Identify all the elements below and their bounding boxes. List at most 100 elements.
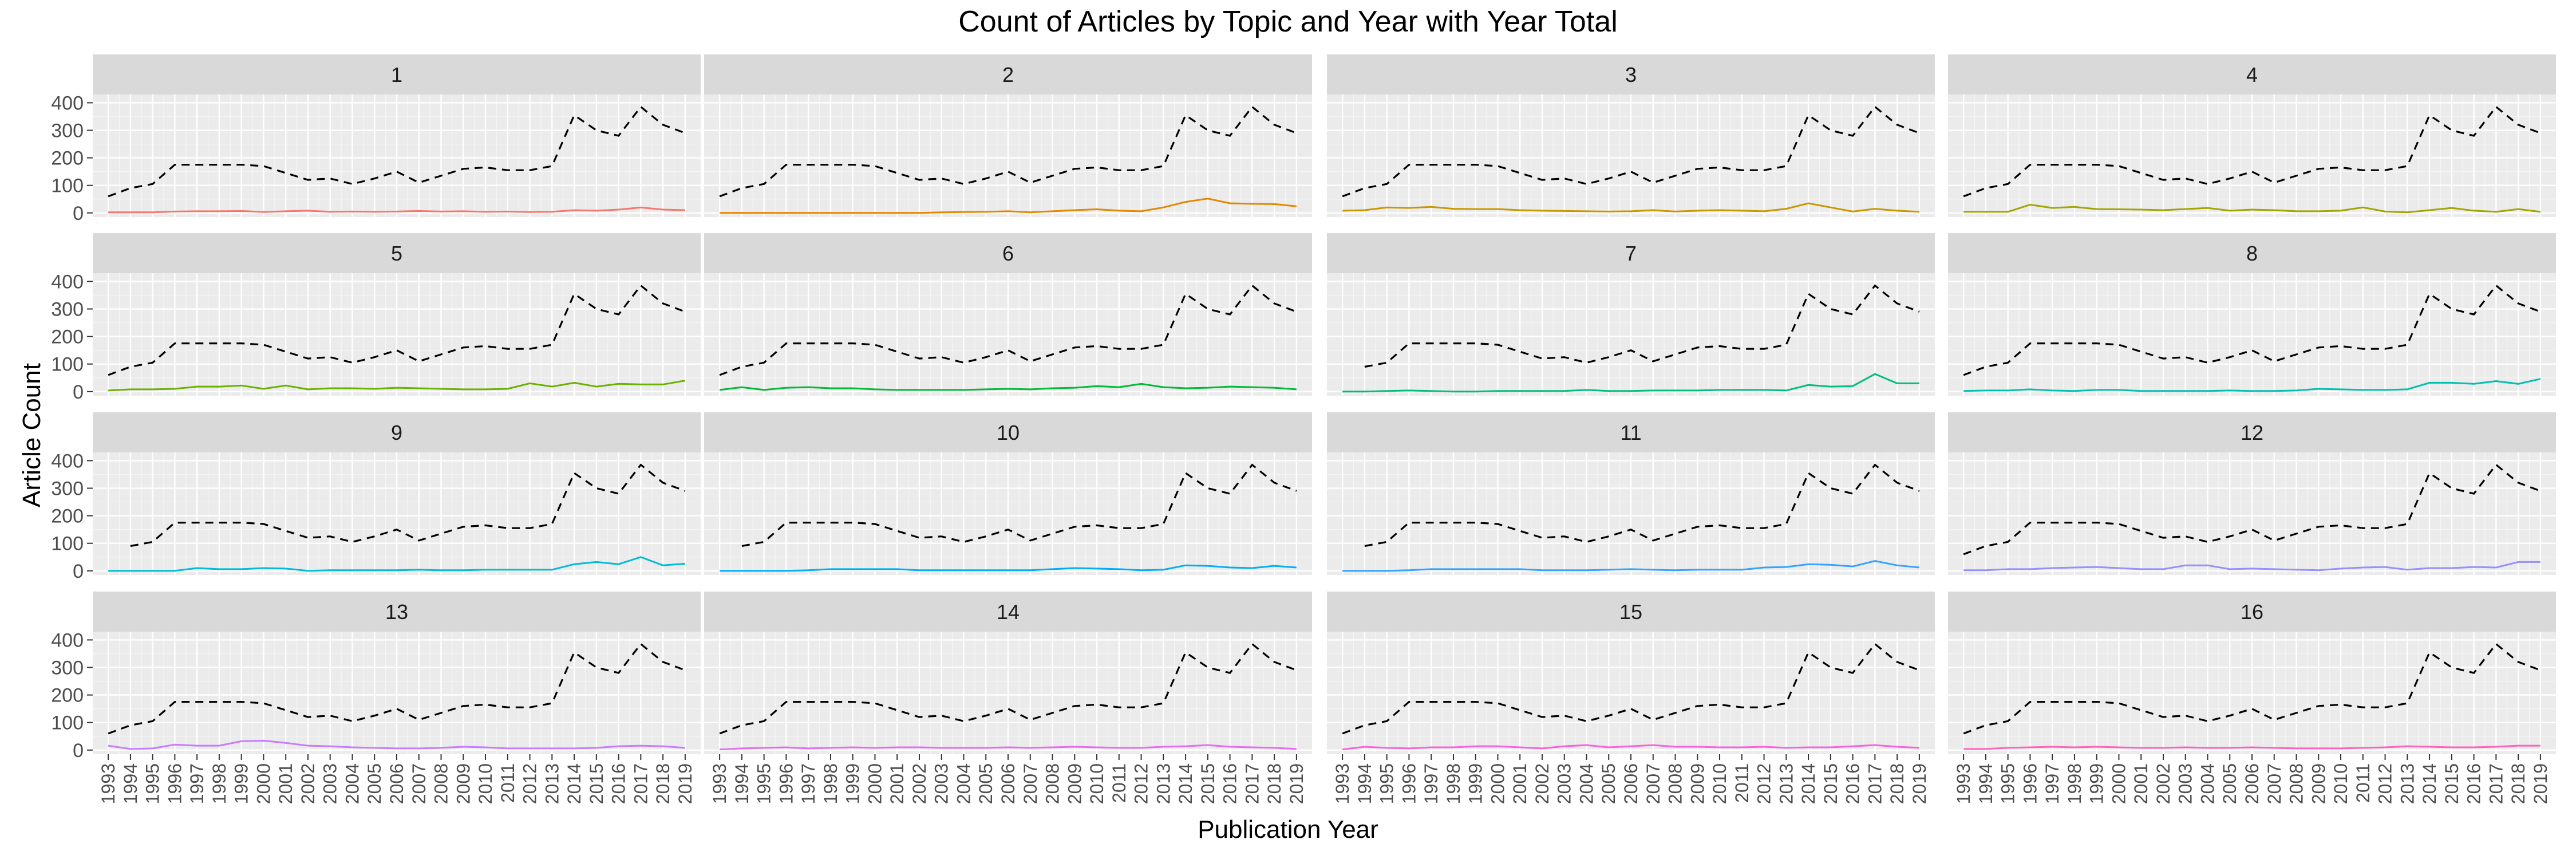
x-tick-label: 2007 <box>2264 763 2285 804</box>
y-tick-label: 300 <box>51 120 84 142</box>
facet-panel-6: 6 <box>704 233 1312 396</box>
x-tick-label: 1996 <box>2020 763 2040 804</box>
x-tick-label: 2017 <box>2486 763 2506 804</box>
y-tick-label: 100 <box>51 175 84 197</box>
x-tick-label: 2003 <box>320 763 341 804</box>
facet-strip-label: 14 <box>997 600 1020 624</box>
x-tick-label: 1999 <box>843 763 863 804</box>
x-tick-label: 2009 <box>1064 763 1085 804</box>
x-tick-label: 1997 <box>1421 763 1441 804</box>
x-tick-label: 2002 <box>1532 763 1552 804</box>
x-tick-label: 1998 <box>2064 763 2085 804</box>
topic-line-5 <box>108 380 686 392</box>
year-total-line <box>1963 643 2541 735</box>
x-tick-label: 1996 <box>776 763 796 804</box>
x-tick-label: 2006 <box>1621 763 1641 804</box>
x-tick-label: 2011 <box>497 763 518 803</box>
x-tick-label: 2000 <box>864 763 885 804</box>
facet-strip-label: 2 <box>1002 63 1014 86</box>
year-total-line <box>130 463 686 547</box>
topic-line-15 <box>1342 744 1919 751</box>
x-tick-label: 2008 <box>1665 763 1686 804</box>
facet-strip <box>1327 54 1935 94</box>
y-tick-label: 300 <box>51 299 84 321</box>
facet-strip <box>1327 412 1935 452</box>
facet-panel-9: 9 0 100 200 300 400 <box>51 412 701 582</box>
x-tick-label: 2002 <box>298 763 318 804</box>
x-tick-label: 1998 <box>820 763 841 804</box>
x-tick-label: 2011 <box>2353 763 2373 803</box>
chart-title: Count of Articles by Topic and Year with… <box>958 5 1618 38</box>
y-tick-label: 200 <box>51 326 84 348</box>
facet-strip <box>704 592 1312 632</box>
topic-line-6 <box>719 383 1297 391</box>
facet-strip <box>1948 233 2556 273</box>
facet-strip-label: 6 <box>1002 242 1014 265</box>
x-tick-label: 2000 <box>253 763 274 804</box>
x-tick-label: 2011 <box>1109 763 1129 803</box>
topic-line-4 <box>1963 203 2541 214</box>
x-tick-label: 1995 <box>1998 763 2018 804</box>
x-tick-label: 2006 <box>386 763 407 804</box>
x-tick-label: 1993 <box>98 763 118 804</box>
x-tick-label: 2019 <box>675 763 696 804</box>
x-tick-label: 2008 <box>1042 763 1063 804</box>
year-total-line <box>1364 463 1920 547</box>
x-tick-label: 2002 <box>2153 763 2174 804</box>
facet-strip-label: 5 <box>391 242 402 265</box>
facet-strip <box>93 54 701 94</box>
facet-strip <box>93 592 701 632</box>
x-tick-label: 2019 <box>2530 763 2551 804</box>
topic-line-3 <box>1342 202 1919 213</box>
x-tick-label: 2018 <box>1887 763 1907 804</box>
x-tick-label: 2005 <box>2219 763 2240 804</box>
x-tick-label: 2014 <box>564 763 584 804</box>
y-tick-label: 400 <box>51 92 84 114</box>
facet-strip-label: 10 <box>997 421 1020 444</box>
x-tick-label: 2014 <box>2419 763 2440 804</box>
x-tick-label: 2007 <box>1020 763 1041 804</box>
facet-panel-13: 13 0 100 200 300 400 1993 1994 1995 1996 1997 1998 1… <box>51 592 701 804</box>
y-tick-label: 100 <box>51 354 84 376</box>
x-tick-label: 2010 <box>2330 763 2351 804</box>
topic-line-14 <box>720 744 1297 751</box>
year-total-line <box>1963 284 2541 376</box>
x-tick-label: 2018 <box>2508 763 2528 804</box>
x-tick-label: 1998 <box>209 763 230 804</box>
x-tick-label: 2010 <box>475 763 496 804</box>
x-tick-label: 2002 <box>909 763 930 804</box>
y-tick-label: 300 <box>51 478 84 500</box>
x-tick-label: 1999 <box>231 763 252 804</box>
x-tick-label: 2004 <box>2197 763 2218 804</box>
facet-strip-label: 1 <box>391 63 402 86</box>
x-tick-label: 1999 <box>2087 763 2107 804</box>
x-tick-label: 2017 <box>1242 763 1262 804</box>
facet-strip <box>1327 592 1935 632</box>
facet-panel-5: 5 0 100 200 300 400 <box>51 233 701 403</box>
topic-line-7 <box>1342 373 1919 393</box>
y-tick-label: 0 <box>73 740 84 762</box>
x-tick-label: 2015 <box>2441 763 2462 804</box>
facet-strip-label: 8 <box>2246 242 2258 265</box>
x-tick-label: 2003 <box>931 763 952 804</box>
x-tick-label: 2013 <box>2397 763 2417 804</box>
topic-line-12 <box>1963 561 2541 572</box>
x-tick-label: 1997 <box>798 763 819 804</box>
x-tick-label: 1997 <box>2042 763 2063 804</box>
x-tick-label: 2018 <box>653 763 673 804</box>
y-tick-label: 200 <box>51 506 84 527</box>
facet-panel-3: 3 <box>1327 54 1935 217</box>
x-tick-label: 1993 <box>709 763 730 804</box>
x-tick-label: 2003 <box>1554 763 1575 804</box>
x-tick-label: 2003 <box>2175 763 2196 804</box>
x-tick-label: 2008 <box>431 763 452 804</box>
x-tick-label: 1997 <box>187 763 207 804</box>
x-tick-label: 2001 <box>2131 763 2151 804</box>
topic-line-1 <box>108 206 685 214</box>
x-tick-label: 2012 <box>520 763 540 804</box>
year-total-line <box>1342 105 1920 198</box>
year-total-line <box>108 643 686 735</box>
x-tick-label: 2012 <box>1131 763 1152 804</box>
